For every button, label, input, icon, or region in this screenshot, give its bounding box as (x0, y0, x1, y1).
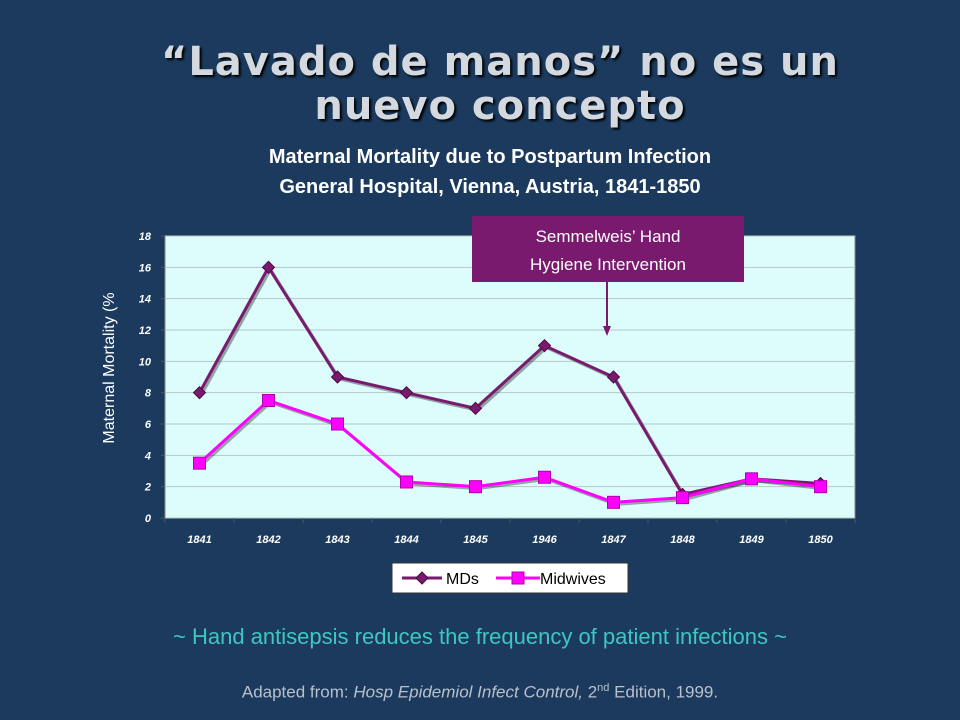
y-tick-label: 6 (145, 419, 152, 431)
y-tick-label: 12 (139, 325, 151, 337)
data-point (468, 401, 483, 416)
callout-line-1: Semmelweis’ Hand (536, 227, 681, 246)
legend-swatch-marker (415, 571, 429, 585)
data-point (261, 260, 276, 275)
source-edition-suffix: nd (597, 682, 610, 694)
slide-title: “Lavado de manos” no es un nuevo concept… (120, 40, 880, 128)
x-tick-label: 1847 (601, 534, 626, 546)
y-tick-label: 16 (139, 262, 152, 274)
x-tick-label: 1849 (739, 534, 764, 546)
intervention-callout: Semmelweis’ Hand Hygiene Intervention (472, 216, 744, 336)
chart-subtitle: General Hospital, Vienna, Austria, 1841-… (279, 176, 701, 198)
data-point (537, 338, 552, 353)
series-group (192, 260, 828, 509)
source-journal: Hosp Epidemiol Infect Control, (353, 682, 583, 702)
x-tick-label: 1946 (532, 534, 557, 546)
data-point (330, 370, 345, 384)
chart-legend: MDs Midwives (391, 562, 629, 594)
data-point (538, 470, 551, 484)
legend-entry-mds: MDs (402, 571, 479, 588)
source-rest: Edition, 1999. (609, 682, 719, 702)
data-point (192, 385, 207, 400)
x-tick-label: 1844 (394, 534, 418, 546)
y-tick-label: 2 (144, 482, 151, 494)
series-midwives (193, 394, 827, 509)
data-point (469, 480, 482, 494)
x-tick-label: 1848 (670, 534, 695, 546)
y-tick-label: 18 (139, 231, 152, 243)
data-point (676, 491, 689, 505)
y-axis-ticks: 0 2 4 6 8 10 12 14 16 18 (139, 231, 165, 525)
data-point (331, 417, 344, 431)
callout-arrowhead (603, 326, 611, 336)
legend-label: MDs (446, 571, 479, 588)
y-axis-label: Maternal Mortality (% (101, 292, 118, 443)
data-point (607, 495, 620, 509)
y-tick-label: 14 (139, 294, 151, 306)
source-prefix: Adapted from: (241, 682, 354, 702)
data-point (606, 370, 621, 384)
slide-title-line-1: “Lavado de manos” no es un (161, 39, 839, 85)
y-tick-label: 8 (145, 388, 152, 400)
series-line (198, 398, 821, 504)
data-point (193, 456, 206, 470)
y-tick-label: 10 (139, 356, 152, 368)
data-point (262, 394, 275, 407)
source-edition-number: 2 (582, 682, 598, 702)
series-line (198, 264, 821, 497)
slide-caption: ~ Hand antisepsis reduces the frequency … (173, 624, 787, 649)
x-tick-label: 1845 (463, 534, 488, 546)
data-point (400, 475, 413, 489)
callout-box (472, 216, 744, 282)
x-tick-label: 1841 (187, 534, 211, 546)
data-point (814, 480, 827, 494)
chart-title: Maternal Mortality due to Postpartum Inf… (268, 146, 712, 168)
slide-title-line-2: nuevo concepto (314, 83, 686, 129)
data-point (399, 385, 414, 400)
y-tick-label: 0 (145, 513, 152, 525)
x-tick-label: 1850 (808, 534, 833, 546)
y-tick-label: 4 (144, 450, 151, 462)
source-citation: Adapted from: Hosp Epidemiol Infect Cont… (0, 682, 960, 703)
x-axis-ticks: 1841 1842 1843 1844 1845 1946 1847 1848 1849 1850 (164, 518, 856, 546)
data-point (745, 472, 758, 486)
callout-line-2: Hygiene Intervention (530, 255, 686, 274)
legend-label: Midwives (540, 571, 606, 588)
legend-swatch-marker (511, 571, 525, 585)
x-tick-label: 1842 (256, 534, 280, 546)
x-tick-label: 1843 (325, 534, 349, 546)
legend-entry-midwives: Midwives (496, 571, 606, 588)
chart-heading: Maternal Mortality due to Postpartum Inf… (150, 142, 830, 202)
